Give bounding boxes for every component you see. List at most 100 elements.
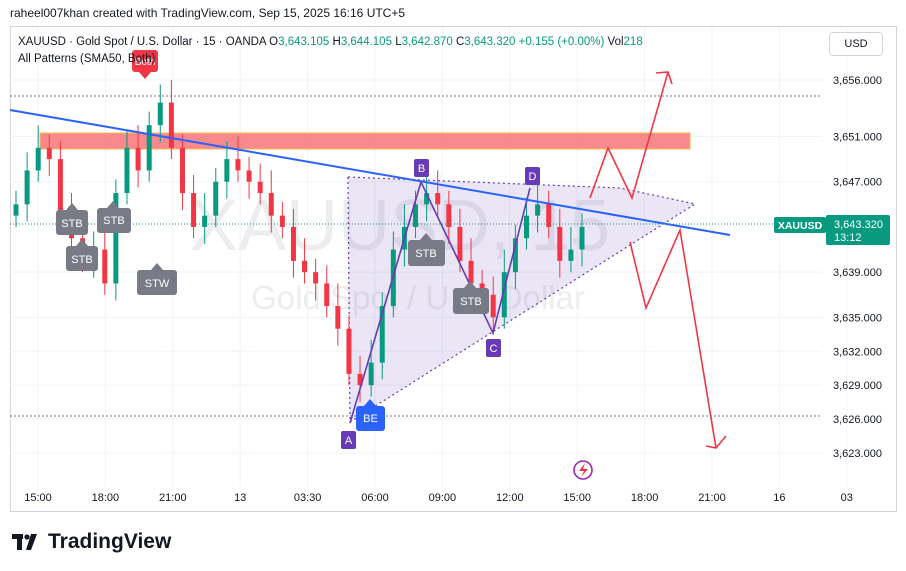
candle-body: [102, 249, 108, 284]
y-tick-label: 3,651.000: [833, 132, 882, 144]
legend-vol-value: 218: [623, 36, 643, 48]
currency-button[interactable]: USD: [829, 32, 883, 56]
chart-header: raheel007khan created with TradingView.c…: [10, 6, 406, 20]
candle-body: [24, 170, 30, 205]
candle-body: [279, 215, 285, 227]
candle-body: [346, 328, 352, 374]
candle-body: [35, 147, 41, 171]
legend-change: +0.155 (+0.00%): [518, 36, 605, 48]
projection-up-arrowhead: [655, 71, 673, 85]
candle-body: [313, 272, 319, 284]
projection-up: [589, 71, 669, 201]
x-tick-label: 21:00: [698, 492, 726, 504]
trendline: [9, 109, 731, 236]
svg-text:STB: STB: [460, 296, 481, 308]
lightning-icon[interactable]: [573, 460, 593, 480]
tradingview-logo[interactable]: TradingView: [12, 530, 171, 554]
legend-high-label: H: [332, 36, 341, 48]
svg-text:C: C: [490, 343, 498, 355]
badge-both[interactable]: Both: [132, 50, 158, 79]
candle-body: [446, 204, 452, 227]
candle-body: [546, 204, 552, 227]
svg-text:STB: STB: [415, 248, 436, 260]
svg-text:STB: STB: [71, 254, 92, 266]
candle-body: [435, 193, 441, 205]
x-tick-label: 12:00: [496, 492, 524, 504]
svg-text:XAUUSD: XAUUSD: [778, 220, 823, 232]
legend-vol-label: Vol: [607, 36, 624, 48]
x-tick-label: 21:00: [159, 492, 187, 504]
candle-body: [335, 306, 341, 329]
svg-text:BE: BE: [363, 413, 378, 425]
badge-stb-3[interactable]: STB: [66, 239, 98, 271]
candle-body: [46, 147, 52, 160]
x-tick-label: 15:00: [563, 492, 591, 504]
y-tick-label: 3,629.000: [833, 380, 882, 392]
legend-close-value: 3,643.320: [464, 36, 516, 48]
candle-body: [413, 204, 419, 227]
badge-stb-2[interactable]: STB: [97, 201, 131, 233]
x-tick-label: 16: [773, 492, 785, 504]
badge-stb-5[interactable]: STB: [453, 281, 489, 314]
badge-stb-4[interactable]: STB: [408, 233, 445, 266]
x-tick-label: 18:00: [631, 492, 659, 504]
legend-low-value: 3,642.870: [401, 36, 453, 48]
y-tick-label: 3,626.000: [833, 414, 882, 426]
legend-open-value: 3,643.105: [278, 36, 330, 48]
point-d[interactable]: D: [525, 167, 540, 185]
candle-body: [468, 260, 474, 284]
legend-open-label: O: [269, 36, 279, 48]
badge-stb-1[interactable]: STB: [56, 203, 88, 235]
svg-text:A: A: [345, 435, 353, 447]
candle-body: [557, 226, 563, 261]
y-tick-label: 3,639.000: [833, 267, 882, 279]
y-tick-label: 3,635.000: [833, 312, 882, 324]
badge-be[interactable]: BE: [356, 399, 385, 431]
x-tick-label: 18:00: [92, 492, 120, 504]
candle-body: [135, 147, 141, 171]
candle-body: [324, 283, 330, 307]
svg-text:3,643.320: 3,643.320: [834, 219, 883, 231]
candle-body: [113, 193, 119, 284]
x-tick-label: 15:00: [24, 492, 52, 504]
candle-body: [357, 373, 363, 386]
candle-body: [512, 238, 518, 273]
projection-down: [629, 227, 717, 449]
y-tick-label: 3,623.000: [833, 448, 882, 460]
legend-high-value: 3,644.105: [340, 36, 392, 48]
time-axis: 15:00 18:00 21:00 13 03:30 06:00 09:00 12:00 15:…: [24, 492, 853, 504]
candle-body: [368, 362, 374, 386]
brand-name: TradingView: [48, 530, 172, 553]
price-axis: 3,656.000 3,651.000 3,647.000 3,639.000 3,63…: [833, 75, 882, 460]
candle-body: [379, 306, 385, 363]
resistance-zone: [39, 132, 691, 150]
point-b[interactable]: B: [414, 159, 429, 177]
x-tick-label: 03:30: [294, 492, 322, 504]
legend-indicator[interactable]: All Patterns (SMA50, Both): [18, 53, 156, 65]
candle-body: [501, 272, 507, 318]
y-tick-label: 3,632.000: [833, 346, 882, 358]
candle-body: [235, 159, 241, 171]
svg-text:Both: Both: [135, 57, 156, 68]
x-tick-label: 13: [234, 492, 246, 504]
svg-text:B: B: [418, 163, 425, 175]
chart-frame: [10, 26, 897, 512]
point-c[interactable]: C: [486, 339, 501, 357]
candle-body: [213, 181, 219, 216]
candle-body: [57, 159, 63, 216]
point-a[interactable]: A: [341, 431, 356, 449]
candle-body: [124, 147, 130, 194]
legend-title: XAUUSD · Gold Spot / U.S. Dollar · 15 · …: [18, 36, 266, 48]
svg-text:D: D: [529, 171, 537, 183]
candle-body: [579, 226, 585, 250]
candle-body: [302, 260, 308, 273]
candle-body: [424, 193, 430, 205]
candle-body: [535, 204, 541, 216]
candle-body: [568, 249, 574, 261]
svg-text:STW: STW: [145, 278, 170, 290]
candle-body: [246, 170, 252, 182]
candle-body: [524, 215, 530, 239]
badge-stw[interactable]: STW: [137, 263, 177, 295]
x-tick-label: 06:00: [361, 492, 389, 504]
